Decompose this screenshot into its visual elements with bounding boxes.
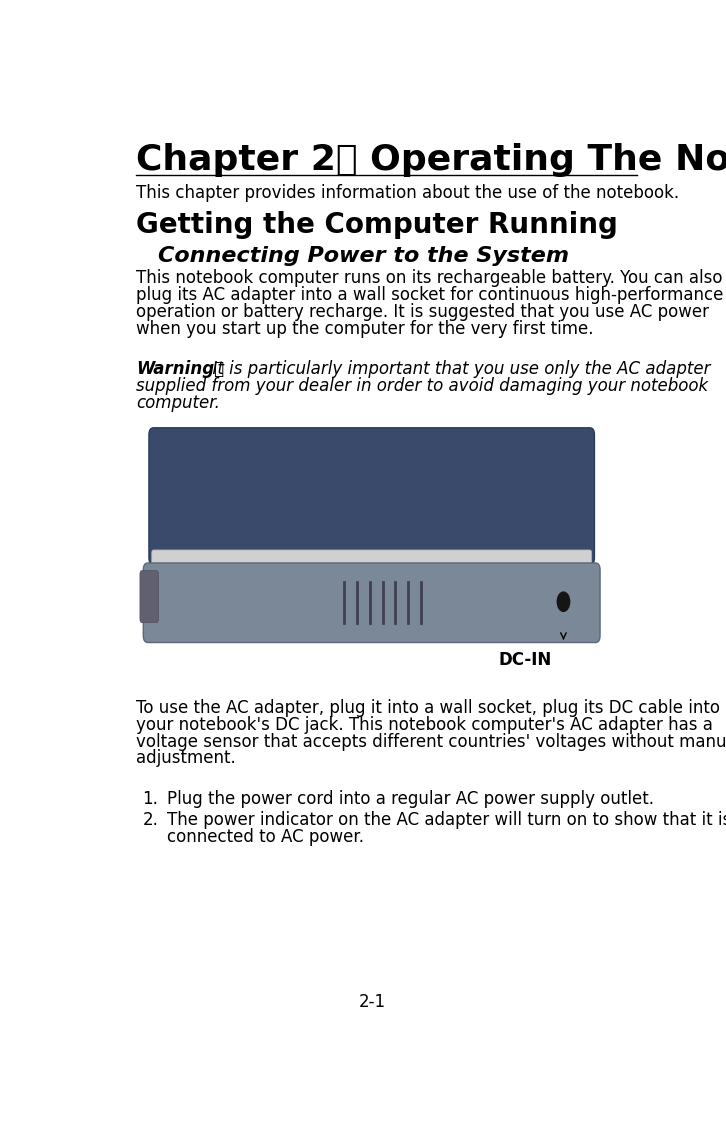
Text: Getting the Computer Running: Getting the Computer Running	[136, 212, 618, 239]
Text: supplied from your dealer in order to avoid damaging your notebook: supplied from your dealer in order to av…	[136, 377, 708, 395]
FancyBboxPatch shape	[140, 570, 158, 622]
FancyBboxPatch shape	[149, 428, 595, 564]
Text: adjustment.: adjustment.	[136, 750, 235, 767]
Text: It is particularly important that you use only the AC adapter: It is particularly important that you us…	[202, 360, 711, 378]
Text: connected to AC power.: connected to AC power.	[167, 828, 364, 846]
Text: 2.: 2.	[142, 811, 158, 830]
Text: This chapter provides information about the use of the notebook.: This chapter provides information about …	[136, 184, 679, 203]
Text: To use the AC adapter, plug it into a wall socket, plug its DC cable into: To use the AC adapter, plug it into a wa…	[136, 699, 719, 717]
Text: DC-IN: DC-IN	[499, 651, 552, 669]
Text: This notebook computer runs on its rechargeable battery. You can also: This notebook computer runs on its recha…	[136, 269, 722, 287]
Text: Plug the power cord into a regular AC power supply outlet.: Plug the power cord into a regular AC po…	[167, 790, 653, 808]
Text: your notebook's DC jack. This notebook computer's AC adapter has a: your notebook's DC jack. This notebook c…	[136, 716, 713, 734]
Text: Warning：: Warning：	[136, 360, 224, 378]
Text: plug its AC adapter into a wall socket for continuous high-performance: plug its AC adapter into a wall socket f…	[136, 286, 723, 304]
Text: computer.: computer.	[136, 394, 220, 412]
Text: 2-1: 2-1	[359, 992, 386, 1011]
Text: voltage sensor that accepts different countries' voltages without manual: voltage sensor that accepts different co…	[136, 733, 726, 751]
Circle shape	[558, 592, 570, 611]
Text: Chapter 2： Operating The Notebook: Chapter 2： Operating The Notebook	[136, 142, 726, 176]
Text: The power indicator on the AC adapter will turn on to show that it is: The power indicator on the AC adapter wi…	[167, 811, 726, 830]
Text: when you start up the computer for the very first time.: when you start up the computer for the v…	[136, 320, 593, 338]
Text: Connecting Power to the System: Connecting Power to the System	[158, 246, 569, 266]
Text: operation or battery recharge. It is suggested that you use AC power: operation or battery recharge. It is sug…	[136, 303, 709, 321]
FancyBboxPatch shape	[152, 550, 592, 579]
FancyBboxPatch shape	[143, 563, 600, 643]
Text: 1.: 1.	[142, 790, 158, 808]
